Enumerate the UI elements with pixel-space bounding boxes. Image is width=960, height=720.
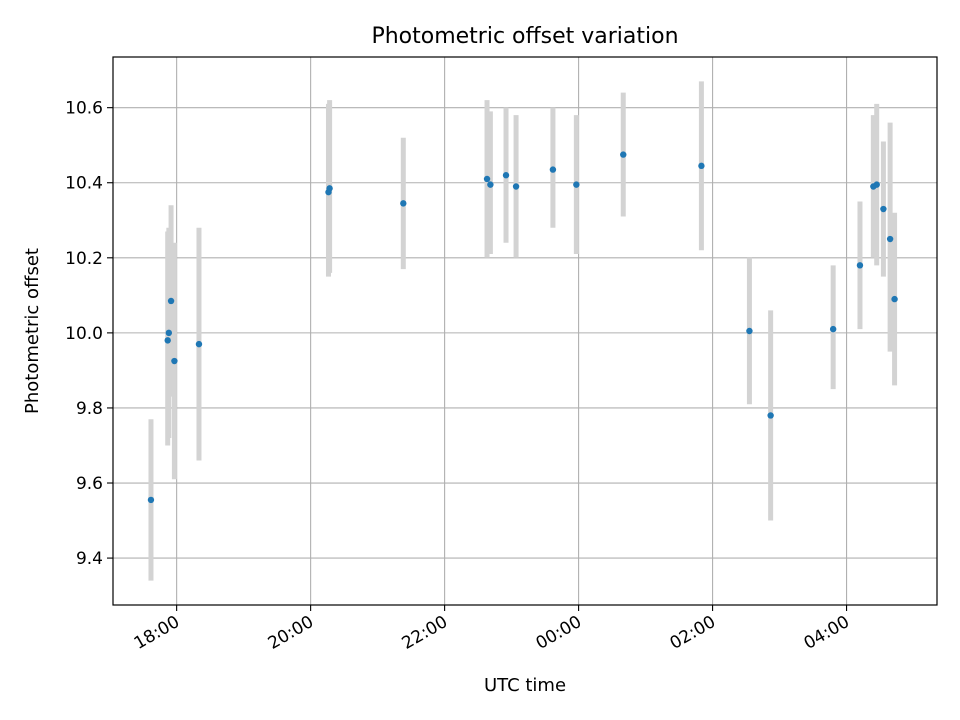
data-point bbox=[167, 297, 175, 305]
plot-frame bbox=[112, 56, 938, 606]
x-axis-label: UTC time bbox=[484, 675, 566, 696]
axis-ticks bbox=[107, 107, 848, 611]
data-point bbox=[767, 412, 774, 419]
data-point bbox=[164, 337, 171, 344]
data-point bbox=[502, 172, 510, 179]
y-tick-label: 9.4 bbox=[76, 549, 103, 569]
y-axis-label: Photometric offset bbox=[22, 248, 43, 414]
y-tick-label: 9.6 bbox=[76, 474, 103, 494]
data-point bbox=[326, 185, 333, 192]
chart-title: Photometric offset variation bbox=[371, 24, 678, 49]
data-point bbox=[171, 357, 178, 365]
data-point bbox=[512, 183, 520, 190]
data-point bbox=[573, 181, 580, 188]
data-point bbox=[891, 295, 898, 303]
data-point bbox=[698, 162, 705, 170]
data-point bbox=[856, 262, 864, 269]
data-point bbox=[746, 327, 753, 335]
data-point bbox=[147, 496, 155, 504]
data-point bbox=[483, 175, 491, 183]
grid-lines bbox=[113, 57, 937, 605]
data-point bbox=[829, 325, 837, 333]
data-point bbox=[549, 166, 557, 173]
y-tick-label: 10.0 bbox=[65, 324, 103, 344]
data-point bbox=[880, 205, 887, 213]
y-tick-label: 10.2 bbox=[65, 249, 103, 269]
y-tick-label: 10.6 bbox=[65, 99, 103, 119]
data-point bbox=[873, 181, 880, 188]
data-point bbox=[886, 235, 894, 243]
data-point bbox=[620, 151, 627, 158]
data-point bbox=[165, 329, 173, 337]
y-tick-label: 10.4 bbox=[65, 174, 103, 194]
data-point bbox=[400, 200, 407, 207]
data-point bbox=[487, 181, 494, 188]
y-tick-label: 9.8 bbox=[76, 399, 103, 419]
data-points bbox=[147, 151, 898, 504]
data-point bbox=[195, 340, 203, 348]
